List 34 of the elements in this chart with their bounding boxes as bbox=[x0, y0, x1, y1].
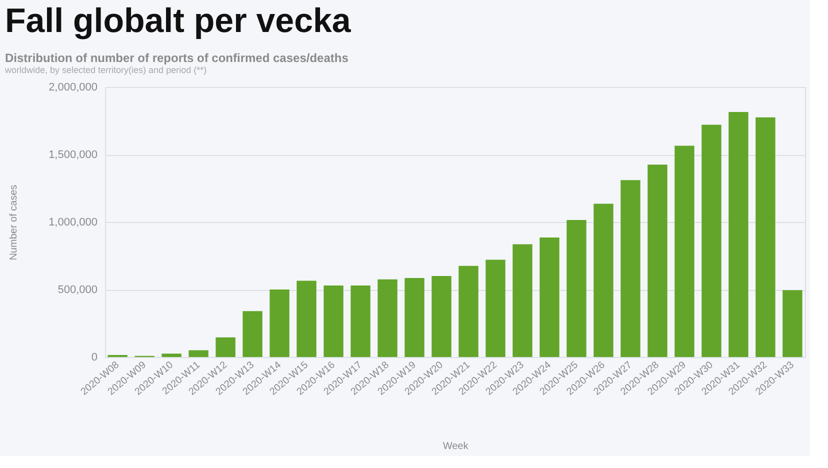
bar bbox=[162, 354, 182, 357]
bar bbox=[188, 350, 208, 357]
bar bbox=[242, 311, 262, 357]
y-tick-label: 1,000,000 bbox=[48, 216, 98, 228]
bar bbox=[296, 280, 316, 357]
bar bbox=[756, 117, 776, 357]
y-axis-title: Number of cases bbox=[8, 184, 20, 260]
bar bbox=[432, 276, 452, 357]
text: worldwide, by selected territory(ies) and period (**) bbox=[4, 65, 207, 75]
y-tick-label: 500,000 bbox=[58, 284, 98, 296]
bar bbox=[270, 290, 290, 357]
bar bbox=[486, 260, 506, 357]
bar bbox=[404, 278, 424, 357]
chart-subtitle: Distribution of number of reports of confirmed cases/deaths bbox=[5, 51, 349, 65]
bar bbox=[702, 124, 722, 357]
bar bbox=[216, 337, 236, 357]
bar bbox=[728, 112, 748, 357]
y-tick-label: 1,500,000 bbox=[48, 149, 98, 161]
chart-title: Fall globalt per vecka bbox=[5, 2, 352, 40]
bar bbox=[378, 279, 398, 357]
bar bbox=[782, 290, 802, 357]
bar bbox=[594, 204, 614, 357]
y-tick-label: 0 bbox=[91, 352, 98, 364]
x-axis-title: Week bbox=[442, 440, 470, 452]
bar bbox=[512, 244, 532, 357]
bar bbox=[350, 285, 370, 357]
bar bbox=[540, 238, 560, 357]
bar bbox=[620, 180, 640, 357]
bar bbox=[324, 285, 344, 357]
bar bbox=[674, 146, 694, 357]
bar bbox=[566, 220, 586, 357]
y-tick-label: 2,000,000 bbox=[48, 82, 98, 94]
bar bbox=[458, 266, 478, 357]
bar bbox=[648, 164, 668, 357]
